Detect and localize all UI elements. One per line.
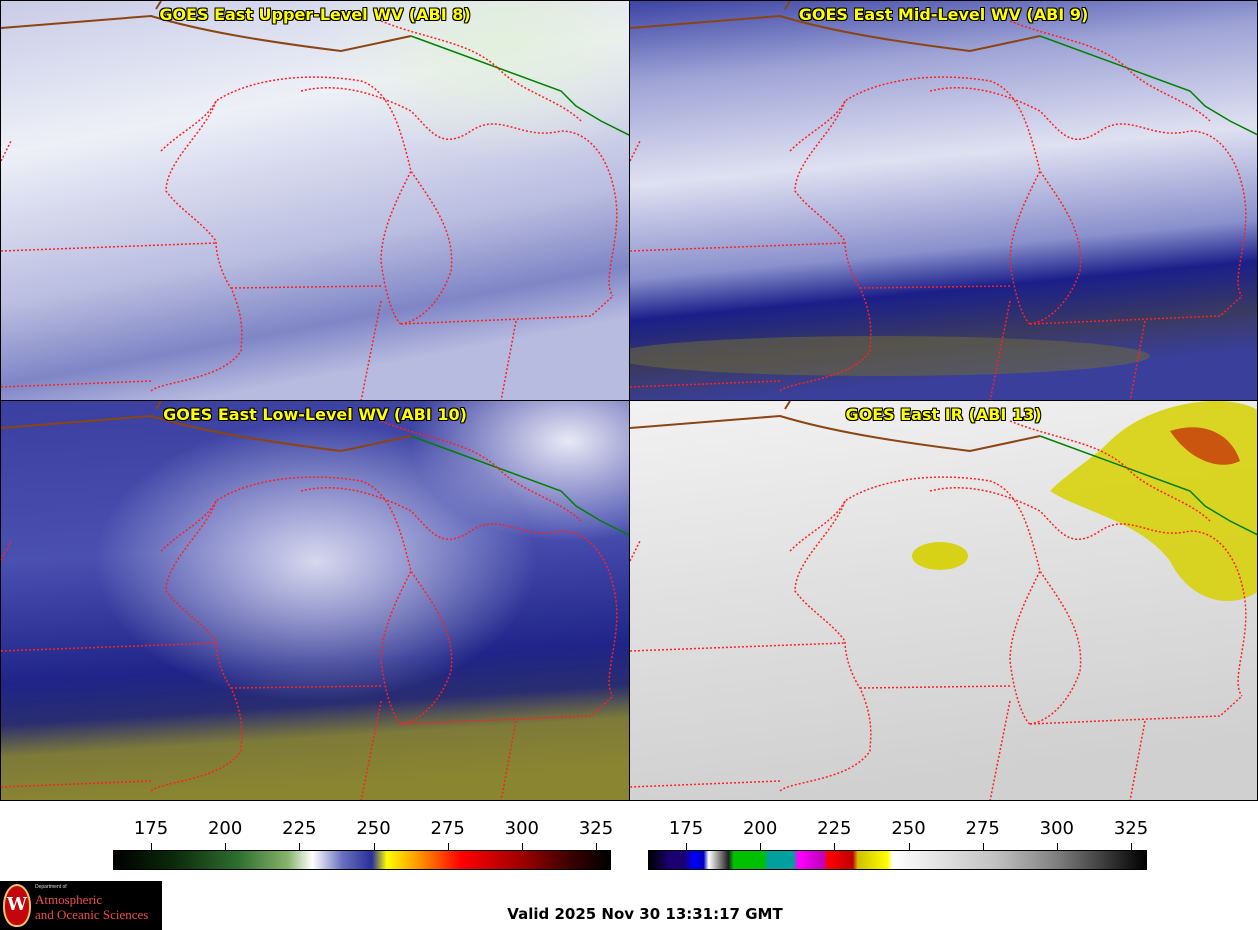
low-level-wv-image <box>1 401 629 800</box>
upper-level-wv-panel: GOES East Upper-Level WV (ABI 8) <box>0 0 630 401</box>
colorbar-tick-label: 175 <box>668 818 704 839</box>
colorbar-tick-label: 250 <box>891 818 926 839</box>
colorbar-tick-mark <box>982 843 984 850</box>
colorbar-tick-label: 250 <box>356 818 391 839</box>
colorbar-tick-mark <box>760 843 762 850</box>
ir-panel: GOES East IR (ABI 13) <box>629 400 1258 801</box>
colorbar-tick-mark <box>447 843 449 850</box>
colorbar-tick-mark <box>686 843 687 850</box>
colorbar-tick-label: 200 <box>207 818 243 839</box>
ir-colorbar <box>648 850 1147 870</box>
colorbar-tick-mark <box>225 843 227 850</box>
colorbar-tick-label: 175 <box>133 818 169 839</box>
mid-level-wv-image <box>630 1 1257 400</box>
logo-line-2: and Oceanic Sciences <box>35 907 149 922</box>
water-vapor-colorbar <box>113 850 611 870</box>
colorbar-tick-label: 325 <box>1113 818 1149 839</box>
colorbar-tick-label: 300 <box>504 818 540 839</box>
logo-line-1: Atmospheric <box>35 892 103 907</box>
low-level-wv-panel: GOES East Low-Level WV (ABI 10) <box>0 400 630 801</box>
colorbar-tick-label: 275 <box>430 818 465 839</box>
colorbar-tick-mark <box>1056 843 1058 850</box>
colorbar-tick-label: 300 <box>1039 818 1075 839</box>
colorbar-tick-label: 225 <box>817 818 852 839</box>
panel-title: GOES East Low-Level WV (ABI 10) <box>163 405 467 424</box>
colorbar-tick-label: 325 <box>578 818 614 839</box>
colorbar-tick-mark <box>151 843 152 850</box>
valid-time: Valid 2025 Nov 30 13:31:17 GMT <box>507 905 783 923</box>
uw-crest-icon: W <box>3 884 31 927</box>
colorbar-tick-mark <box>299 843 301 850</box>
colorbar-tick-mark <box>373 843 375 850</box>
panel-title: GOES East IR (ABI 13) <box>845 405 1042 424</box>
colorbar-tick-mark <box>908 843 910 850</box>
mid-level-wv-panel: GOES East Mid-Level WV (ABI 9) <box>629 0 1258 401</box>
aos-logo: W Department of Atmospheric and Oceanic … <box>0 881 162 930</box>
colorbar-tick-mark <box>834 843 836 850</box>
colorbar-tick-mark <box>596 843 597 850</box>
panel-title: GOES East Mid-Level WV (ABI 9) <box>798 5 1089 24</box>
colorbar-tick-label: 200 <box>742 818 778 839</box>
colorbar-tick-mark <box>521 843 523 850</box>
upper-level-wv-image <box>1 1 629 400</box>
panel-title: GOES East Upper-Level WV (ABI 8) <box>159 5 471 24</box>
colorbar-tick-label: 275 <box>965 818 1000 839</box>
colorbar-tick-mark <box>1131 843 1132 850</box>
logo-dept: Department of <box>35 884 67 890</box>
colorbar-tick-label: 225 <box>282 818 317 839</box>
ir-image <box>630 401 1257 800</box>
